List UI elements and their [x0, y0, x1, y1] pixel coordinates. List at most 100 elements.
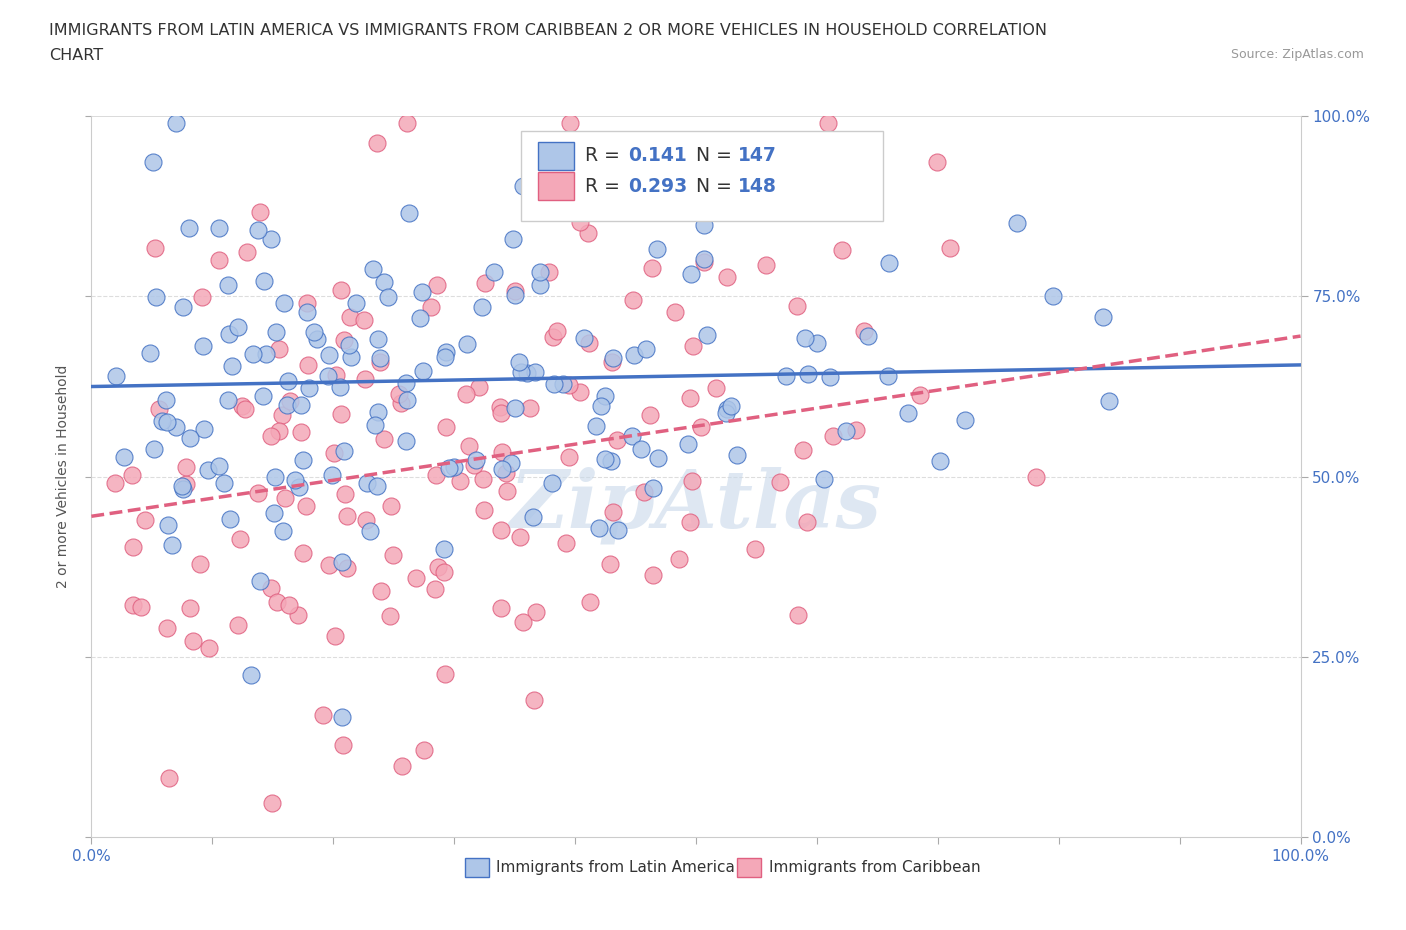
Point: [509, 530, 531, 545]
Point: [134, 512, 156, 527]
Point: [291, 546, 314, 561]
Point: [160, 538, 183, 552]
Point: [156, 518, 179, 533]
Point: [456, 337, 478, 352]
Point: [471, 472, 494, 486]
Y-axis label: 2 or more Vehicles in Household: 2 or more Vehicles in Household: [56, 365, 70, 589]
Point: [853, 324, 876, 339]
Text: N =: N =: [696, 146, 738, 166]
Point: [235, 245, 257, 259]
Point: [821, 428, 844, 443]
Point: [939, 241, 962, 256]
Point: [156, 415, 179, 430]
Point: [391, 758, 413, 773]
Point: [208, 252, 231, 267]
Point: [370, 351, 392, 365]
Text: 147: 147: [738, 146, 778, 166]
Text: R =: R =: [585, 177, 626, 195]
Point: [389, 395, 412, 410]
Point: [340, 350, 363, 365]
Point: [643, 480, 665, 495]
Point: [593, 389, 616, 404]
Point: [252, 389, 274, 404]
Point: [593, 452, 616, 467]
Point: [928, 454, 950, 469]
Point: [693, 251, 716, 266]
Point: [524, 365, 547, 379]
Point: [269, 424, 291, 439]
Point: [228, 320, 250, 335]
Point: [366, 136, 388, 151]
Point: [523, 693, 546, 708]
Point: [395, 433, 418, 448]
Point: [316, 368, 339, 383]
Point: [555, 536, 578, 551]
Point: [434, 420, 457, 435]
Point: [794, 331, 817, 346]
Point: [235, 402, 257, 417]
Point: [818, 369, 841, 384]
Point: [495, 465, 517, 480]
Point: [588, 520, 610, 535]
Text: 0.141: 0.141: [628, 146, 688, 166]
Point: [179, 431, 201, 445]
Point: [191, 289, 214, 304]
Point: [599, 556, 621, 571]
Point: [569, 215, 592, 230]
FancyBboxPatch shape: [737, 857, 761, 877]
Point: [305, 332, 328, 347]
Point: [277, 374, 299, 389]
Point: [1025, 470, 1047, 485]
Point: [817, 116, 839, 131]
Point: [467, 380, 489, 395]
Point: [197, 463, 219, 478]
Point: [449, 473, 471, 488]
Point: [325, 367, 347, 382]
Point: [395, 116, 418, 131]
Point: [725, 448, 748, 463]
Point: [367, 332, 389, 347]
Point: [266, 594, 288, 609]
Point: [263, 506, 285, 521]
Point: [641, 567, 664, 582]
Point: [454, 386, 477, 401]
Point: [378, 608, 401, 623]
Point: [193, 421, 215, 436]
Point: [122, 539, 145, 554]
Point: [373, 432, 395, 446]
Point: [246, 485, 269, 500]
Point: [174, 476, 197, 491]
Point: [370, 583, 392, 598]
Point: [155, 392, 177, 407]
Point: [792, 443, 814, 458]
Point: [353, 313, 375, 328]
Point: [505, 284, 527, 299]
Point: [330, 710, 353, 724]
Point: [273, 296, 295, 311]
Point: [489, 405, 512, 420]
Point: [831, 243, 853, 258]
Point: [558, 449, 581, 464]
Point: [716, 270, 738, 285]
Point: [499, 456, 522, 471]
Point: [229, 532, 252, 547]
Point: [419, 299, 441, 314]
Point: [606, 432, 628, 447]
Point: [323, 629, 346, 644]
Point: [574, 331, 596, 346]
Point: [412, 364, 434, 379]
Point: [377, 289, 399, 304]
Point: [142, 441, 165, 456]
Point: [897, 405, 920, 420]
Point: [716, 406, 738, 421]
Point: [678, 391, 700, 405]
Text: Immigrants from Latin America: Immigrants from Latin America: [496, 859, 735, 875]
Point: [682, 474, 704, 489]
Point: [129, 599, 152, 614]
Point: [676, 437, 699, 452]
Point: [633, 485, 655, 499]
Point: [540, 475, 562, 490]
Point: [121, 468, 143, 483]
Point: [254, 346, 277, 361]
Point: [1092, 310, 1115, 325]
